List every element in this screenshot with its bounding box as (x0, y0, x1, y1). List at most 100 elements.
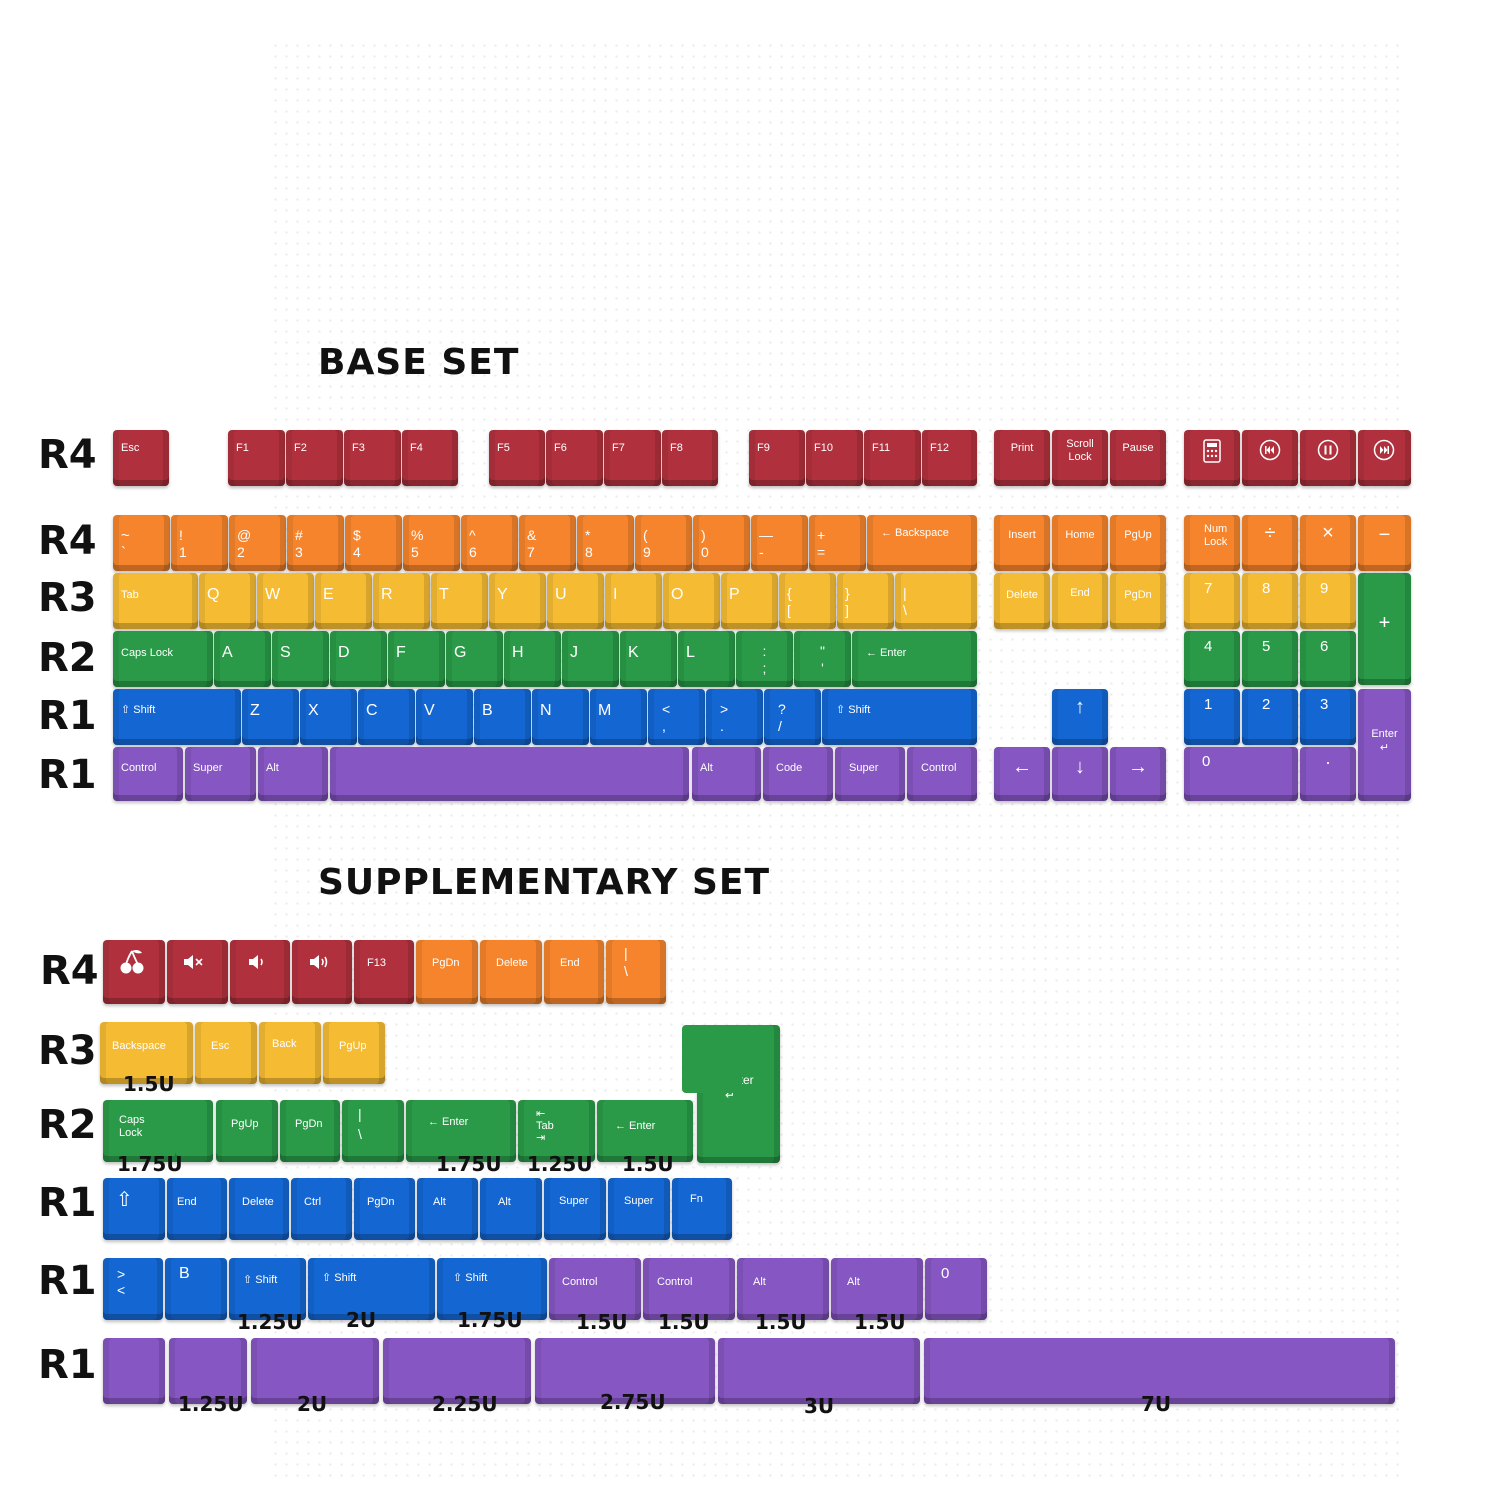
keycap-z: Z (242, 689, 299, 745)
arrow-left-icon: ← (1012, 756, 1032, 778)
keycap-legend: ← Enter (428, 1116, 469, 1128)
keycap-right-alt: Alt (692, 747, 761, 801)
size-label: 2.75U (600, 1390, 666, 1414)
keycap-legend: ⇧ Shift (322, 1272, 357, 1284)
keycap-legend: F1 (236, 442, 249, 454)
keycap-backslash: | \ (606, 940, 666, 1004)
keycap-legend: PgDn (1124, 589, 1152, 601)
keycap-legend: PgDn (432, 957, 460, 969)
keycap-legend: ⇧ Shift (121, 704, 156, 716)
keycap-num-2: 2 (1242, 689, 1298, 745)
keycap-backslash: | \ (342, 1100, 404, 1162)
keycap-legend: | \ (624, 945, 628, 979)
keycap-f13: F13 (354, 940, 414, 1004)
size-label: 3U (804, 1394, 835, 1418)
keycap-j: J (562, 631, 619, 687)
keycap-num-6: 6 (1300, 631, 1356, 687)
keycap-4: $ 4 (345, 515, 402, 571)
keycap-left-alt: Alt (258, 747, 328, 801)
keycap-f3: F3 (344, 430, 401, 486)
row-label: R1 (38, 693, 97, 739)
keycap-iso-enter-top (682, 1025, 742, 1093)
keycap-b: B (474, 689, 531, 745)
keycap-7: & 7 (519, 515, 576, 571)
keycap-f12: F12 (922, 430, 977, 486)
keycap-backslash: | \ (895, 573, 977, 629)
keycap-legend: L (686, 644, 695, 661)
cherry-icon (120, 949, 144, 974)
size-label: 1.5U (755, 1310, 807, 1334)
size-label: 1.5U (576, 1310, 628, 1334)
keycap-legend: Enter ↵ (1371, 728, 1398, 754)
keycap-x: X (300, 689, 357, 745)
keycap-legend: F4 (410, 442, 423, 454)
arrow-down-icon: ↓ (1075, 756, 1085, 778)
keycap-legend: Alt (433, 1196, 446, 1208)
keycap-legend: ÷ (1264, 522, 1276, 544)
keycap-legend: Ctrl (304, 1196, 322, 1208)
keycap-legend: 4 (1204, 638, 1213, 655)
keycap-legend: Super (193, 762, 223, 774)
keycap-f5: F5 (489, 430, 545, 486)
keycap-legend: J (570, 644, 578, 661)
supplementary-set-title: SUPPLEMENTARY SET (318, 862, 771, 903)
row-label: R4 (40, 948, 99, 994)
keycap-legend: + = (817, 527, 826, 560)
keycap-delete: Delete (229, 1178, 289, 1240)
row-label: R2 (38, 1102, 97, 1148)
row-label: R1 (38, 1180, 97, 1226)
keycap-end: End (544, 940, 604, 1004)
keycap-legend: End (560, 957, 580, 969)
keycap-legend: − (1378, 524, 1391, 546)
keycap-6: ^ 6 (461, 515, 518, 571)
keycap-legend: Alt (847, 1276, 860, 1288)
keycap-m: M (590, 689, 647, 745)
size-label: 7U (1141, 1392, 1172, 1416)
keycap-legend: Super (559, 1195, 589, 1207)
keycap-legend: D (338, 644, 350, 661)
keycap-legend: ~ ` (121, 527, 130, 561)
keycap-enter-1-75u: ← Enter (406, 1100, 516, 1162)
keycap-ctrl: Ctrl (291, 1178, 352, 1240)
keycap-legend: U (555, 586, 567, 603)
keycap-legend: F7 (612, 442, 625, 454)
arrow-right-icon: → (1128, 756, 1148, 778)
keycap-blank-2u (251, 1338, 379, 1404)
keycap-legend: G (454, 644, 467, 661)
keycap-legend: PgDn (295, 1118, 323, 1130)
keycap-legend: 6 (1320, 638, 1329, 655)
keycap-f1: F1 (228, 430, 285, 486)
keycap-legend: < , (662, 701, 671, 734)
keycap-legend: | \ (358, 1106, 362, 1142)
keycap-pgdn: PgDn (354, 1178, 415, 1240)
keycap-legend: | \ (903, 585, 907, 618)
keycap-esc: Esc (195, 1022, 257, 1084)
keycap-legend: F11 (872, 442, 891, 454)
keycap-legend: K (628, 644, 639, 661)
keycap-legend: ^ 6 (469, 527, 477, 560)
keycap-num-9: 9 (1300, 573, 1356, 629)
keycap-num-5: 5 (1242, 631, 1298, 687)
keycap-legend: > < (117, 1266, 126, 1298)
keycap-legend: F8 (670, 442, 683, 454)
keycap-legend: . (1325, 748, 1331, 768)
keycap-legend: 0 (941, 1265, 950, 1282)
keycap-legend: — - (759, 527, 773, 560)
keycap-legend: ⇧ Shift (836, 704, 871, 716)
keycap-pause-media (1300, 430, 1356, 486)
keycap-blank-3u (718, 1338, 920, 1404)
keycap-legend: ! 1 (179, 527, 187, 560)
keycap-9: ( 9 (635, 515, 692, 571)
row-label: R4 (38, 432, 97, 478)
keycap-backspace-1-5u: Backspace (100, 1022, 193, 1084)
keycap-legend: B (482, 702, 493, 719)
keycap-legend: T (439, 586, 449, 603)
keycap-i: I (605, 573, 662, 629)
keycap-num-enter: Enter ↵ (1358, 689, 1411, 801)
keycap-2: @ 2 (229, 515, 286, 571)
keycap-a: A (214, 631, 271, 687)
keycap-legend: Code (776, 762, 803, 774)
keycap-legend: Super (624, 1195, 654, 1207)
keycap-left-bracket: { [ (779, 573, 836, 629)
keycap-legend: # 3 (295, 527, 303, 560)
